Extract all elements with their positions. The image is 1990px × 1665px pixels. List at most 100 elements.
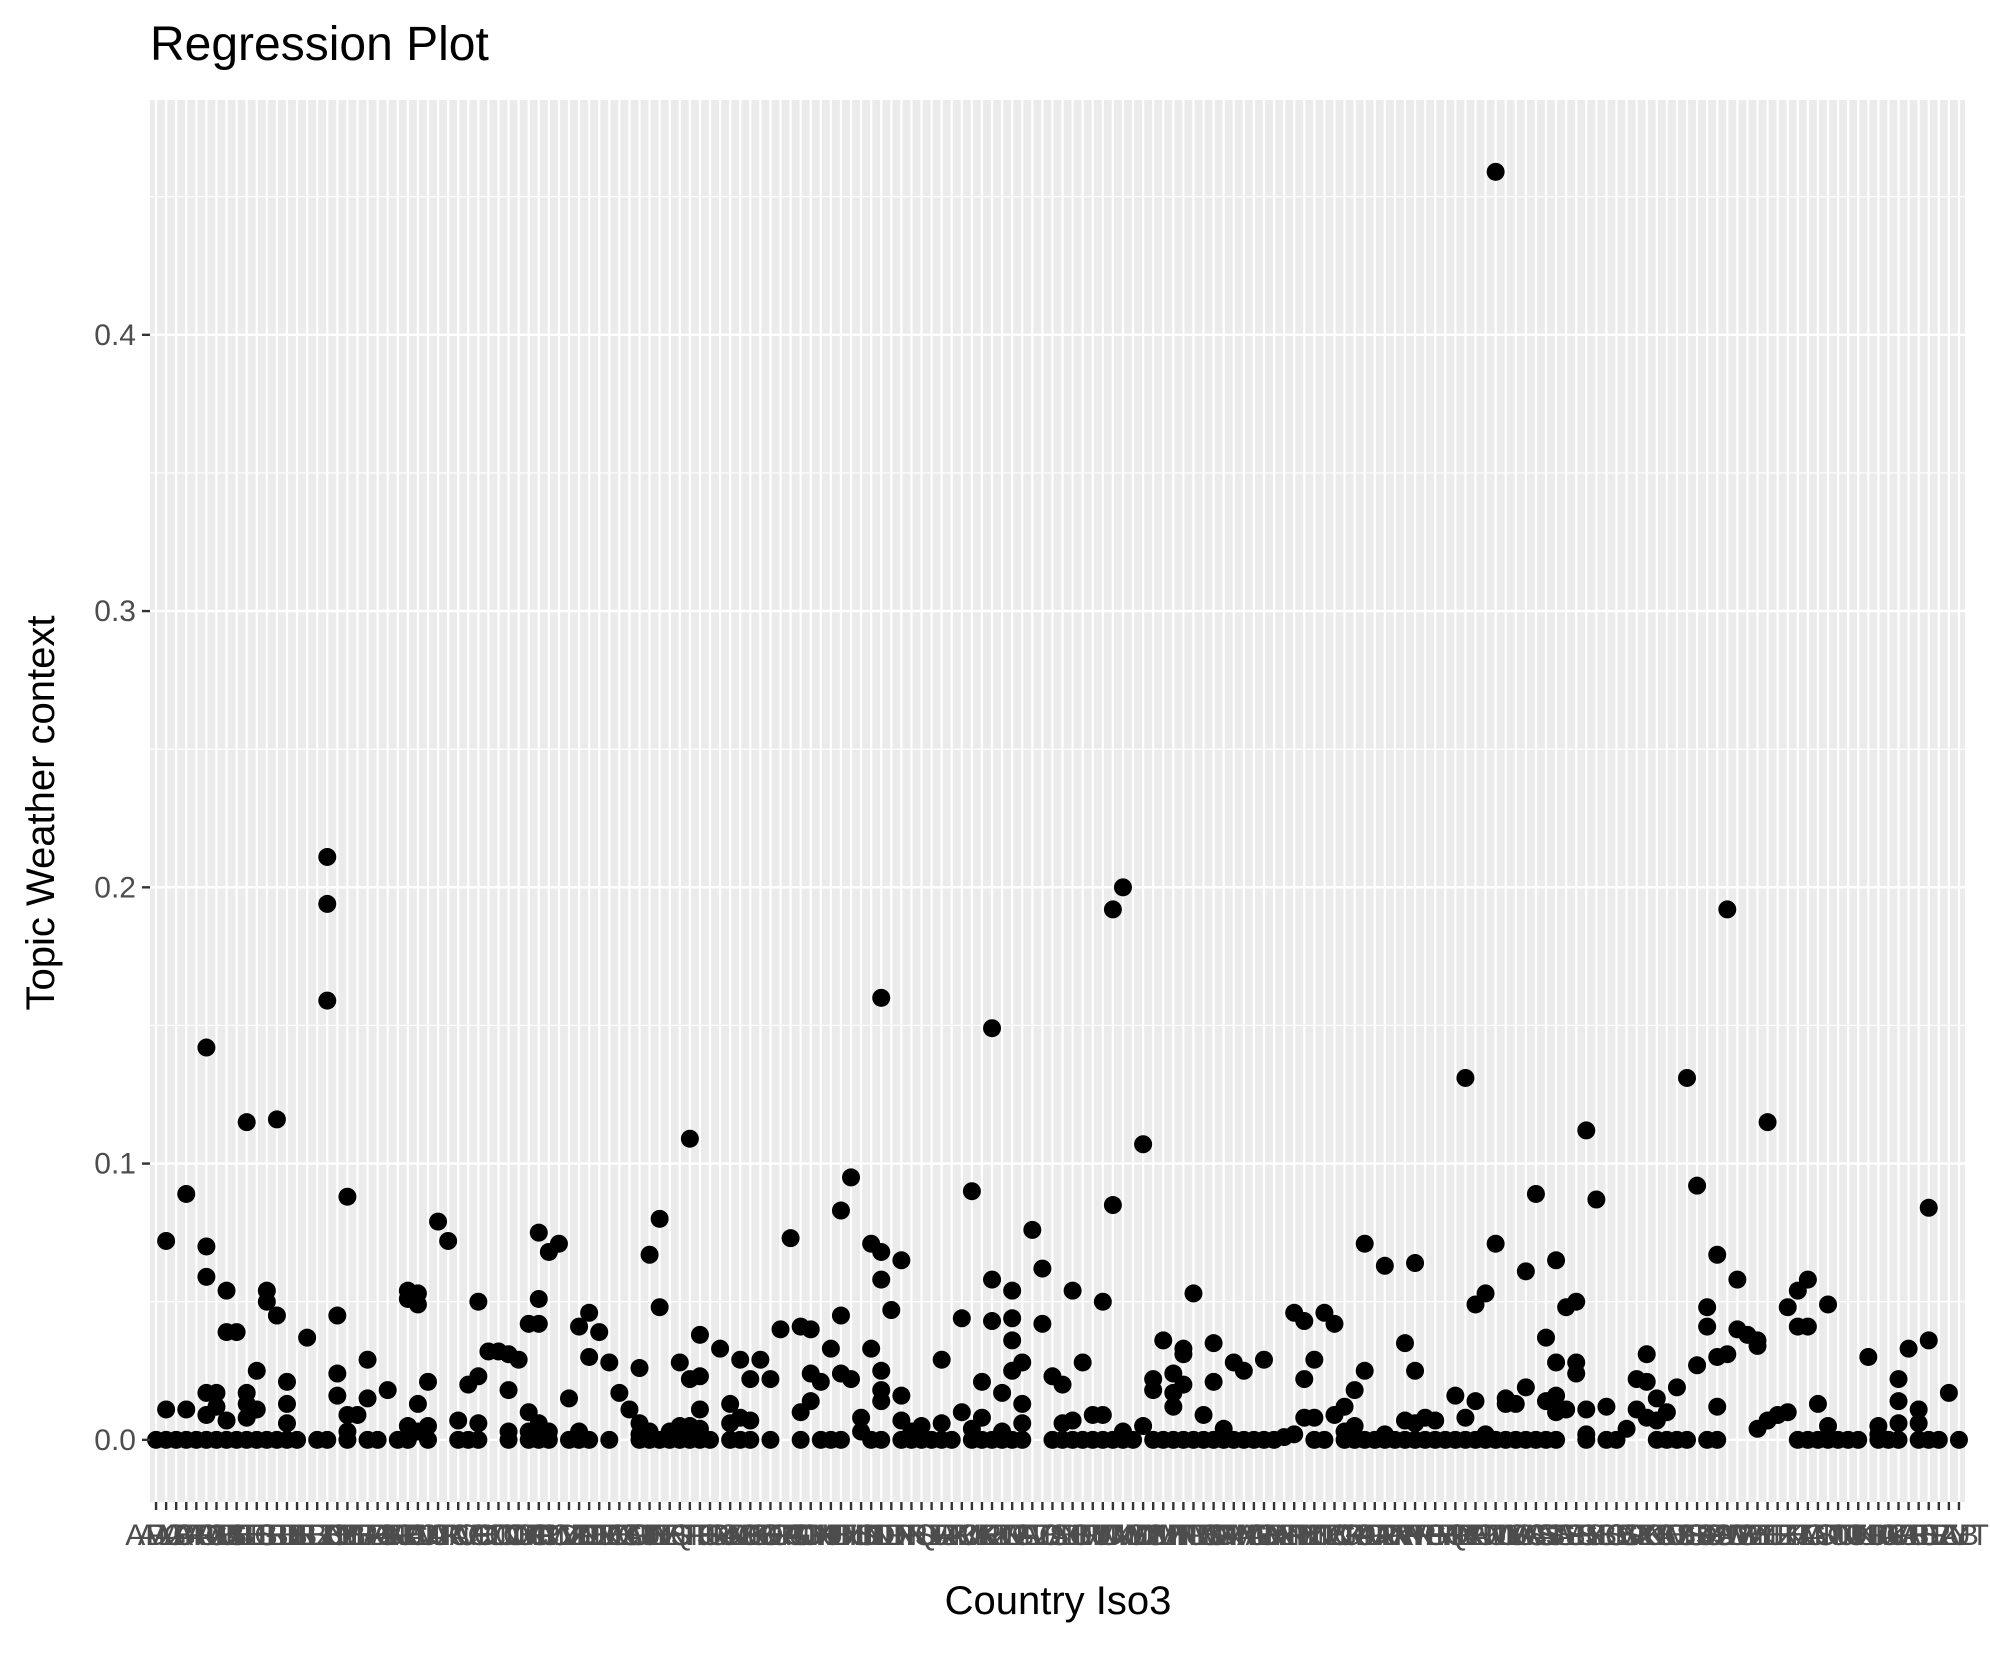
y-tick-label: 0.0 [94, 1424, 136, 1457]
data-point [872, 1242, 891, 1261]
x-tick-label: NER [1303, 1519, 1366, 1552]
data-point [1305, 1408, 1324, 1427]
x-tick-label: CUB [527, 1519, 590, 1552]
data-point [267, 1306, 286, 1325]
x-tick-label: MRT [1151, 1519, 1215, 1552]
data-point [1557, 1400, 1576, 1419]
data-point [1688, 1176, 1707, 1195]
data-point [1678, 1068, 1697, 1087]
x-tick-label: PLW [1364, 1519, 1427, 1552]
data-point [157, 1231, 176, 1250]
x-tick-label: MYS [1101, 1519, 1166, 1552]
data-point [1406, 1254, 1425, 1273]
x-tick-label: GHA [738, 1519, 803, 1552]
x-tick-label: BHS [216, 1519, 278, 1552]
x-tick-label: GUY [798, 1519, 863, 1552]
data-point [418, 1372, 437, 1391]
x-tick-label: ZAF [1639, 1519, 1696, 1552]
x-tick-label: KGZ [991, 1519, 1053, 1552]
x-tick-label: SDN [1686, 1519, 1749, 1552]
x-tick-label: WSM [1509, 1519, 1582, 1552]
x-tick-label: COM [474, 1519, 544, 1552]
data-point [872, 1361, 891, 1380]
x-tick-label: TGO [1785, 1519, 1850, 1552]
data-point [1124, 1430, 1143, 1449]
data-point [781, 1229, 800, 1248]
x-tick-label: SRB [1555, 1519, 1617, 1552]
data-point [993, 1383, 1012, 1402]
x-tick-label: USA [1898, 1519, 1960, 1552]
data-point [1567, 1292, 1586, 1311]
data-point [1647, 1389, 1666, 1408]
x-tick-label: URY [1907, 1519, 1970, 1552]
data-point [247, 1361, 266, 1380]
x-tick-label: SAU [1535, 1519, 1597, 1552]
x-tick-label: CHE [1726, 1519, 1789, 1552]
x-tick-label: TKM [1837, 1519, 1900, 1552]
x-tick-label: IRQ [885, 1519, 938, 1552]
data-point [650, 1209, 669, 1228]
data-point [1033, 1259, 1052, 1278]
x-tick-label: MDG [1078, 1519, 1148, 1552]
data-point [1919, 1331, 1938, 1350]
x-tick-label: BRB [246, 1519, 308, 1552]
x-tick-label: ALB [138, 1519, 195, 1552]
x-tick-label: DZA [146, 1519, 206, 1552]
y-axis: 0.0 0.1 0.2 0.3 0.4 [94, 319, 150, 1457]
data-point [1567, 1364, 1586, 1383]
data-point [842, 1168, 861, 1187]
data-point [1204, 1334, 1223, 1353]
data-point [801, 1320, 820, 1339]
data-point [197, 1267, 216, 1286]
data-point [1577, 1430, 1596, 1449]
data-point [751, 1350, 770, 1369]
data-point [1023, 1220, 1042, 1239]
x-tick-label: AUT [197, 1519, 257, 1552]
x-tick-label: MDA [1190, 1519, 1257, 1552]
data-point [1295, 1312, 1314, 1331]
data-point [499, 1430, 518, 1449]
x-tick-label: BGR [355, 1519, 420, 1552]
x-tick-label: PER [1404, 1519, 1466, 1552]
data-point [1134, 1417, 1153, 1436]
x-tick-label: CZE [549, 1519, 609, 1552]
data-point [1053, 1375, 1072, 1394]
data-point [1547, 1353, 1566, 1372]
x-tick-label: LKA [1679, 1519, 1736, 1552]
data-point [358, 1389, 377, 1408]
data-point [1345, 1381, 1364, 1400]
x-axis-title: Country Iso3 [945, 1579, 1172, 1623]
y-tick-label: 0.4 [94, 319, 136, 352]
x-tick-label: TLS [1780, 1519, 1835, 1552]
data-point [932, 1414, 951, 1433]
data-point [1476, 1284, 1495, 1303]
data-point [549, 1234, 568, 1253]
data-point [207, 1397, 226, 1416]
data-point [539, 1430, 558, 1449]
data-point [267, 1110, 286, 1129]
x-tick-label: LBY [1054, 1519, 1111, 1552]
x-tick-label: LBR [1043, 1519, 1101, 1552]
data-point [1204, 1372, 1223, 1391]
minor-gridlines [150, 196, 1965, 1303]
data-point [1637, 1345, 1656, 1364]
data-point [1093, 1292, 1112, 1311]
data-point [227, 1323, 246, 1342]
data-point [1144, 1381, 1163, 1400]
data-point [1154, 1331, 1173, 1350]
data-point [338, 1430, 357, 1449]
x-tick-label: ROU [1452, 1519, 1519, 1552]
data-point [1637, 1372, 1656, 1391]
data-point [570, 1317, 589, 1336]
data-point [1798, 1317, 1817, 1336]
x-tick-label: SEN [1545, 1519, 1607, 1552]
x-tick-label: VCT [1506, 1519, 1566, 1552]
x-tick-label: FJI [679, 1519, 721, 1552]
data-point [1728, 1270, 1747, 1289]
data-point [1355, 1361, 1374, 1380]
data-point [952, 1309, 971, 1328]
x-tick-label: ARM [173, 1519, 240, 1552]
x-tick-label: SLV [622, 1519, 676, 1552]
data-point [741, 1411, 760, 1430]
x-tick-label: NIC [1299, 1519, 1351, 1552]
